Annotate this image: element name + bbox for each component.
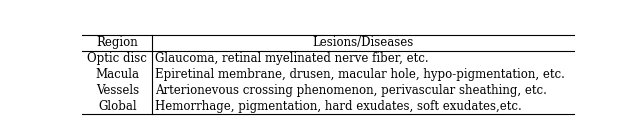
Text: Vessels: Vessels	[96, 84, 139, 97]
Text: Optic disc: Optic disc	[88, 52, 147, 65]
Text: Epiretinal membrane, drusen, macular hole, hypo-pigmentation, etc.: Epiretinal membrane, drusen, macular hol…	[155, 68, 564, 81]
Text: Glaucoma, retinal myelinated nerve fiber, etc.: Glaucoma, retinal myelinated nerve fiber…	[155, 52, 428, 65]
Text: Hemorrhage, pigmentation, hard exudates, soft exudates,etc.: Hemorrhage, pigmentation, hard exudates,…	[155, 100, 522, 113]
Text: Region: Region	[97, 36, 138, 49]
Text: Macula: Macula	[95, 68, 140, 81]
Text: Lesions/Diseases: Lesions/Diseases	[312, 36, 413, 49]
Text: Global: Global	[98, 100, 137, 113]
Text: Arterionevous crossing phenomenon, perivascular sheathing, etc.: Arterionevous crossing phenomenon, periv…	[155, 84, 547, 97]
